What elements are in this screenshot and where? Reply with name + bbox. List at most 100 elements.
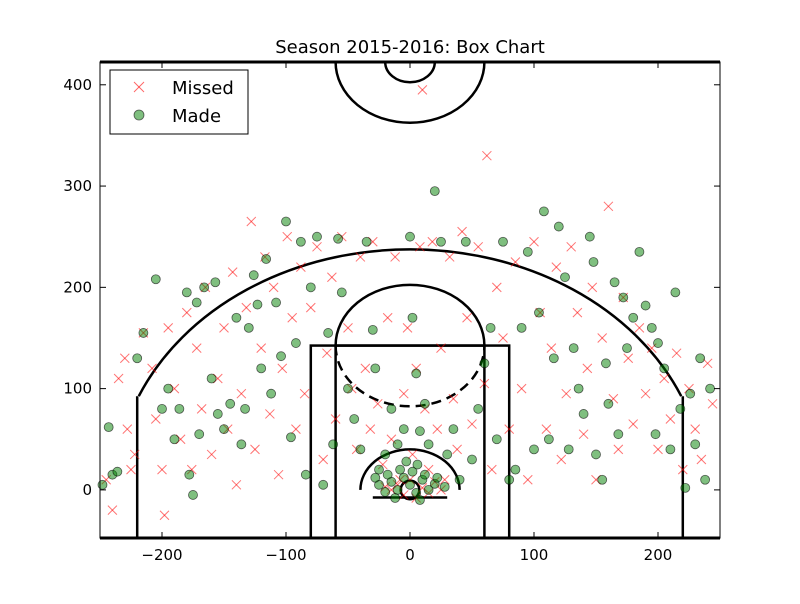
- missed-shot-point: [407, 449, 418, 460]
- missed-shot-point: [330, 414, 341, 424]
- court-free-throw-bottom: [334, 345, 486, 408]
- missed-shot-point: [671, 348, 682, 359]
- missed-shot-point: [241, 302, 252, 313]
- made-shot-point: [628, 312, 639, 323]
- made-shot-point: [157, 403, 167, 414]
- made-shot-point: [601, 358, 611, 369]
- made-shot-point: [479, 358, 490, 369]
- missed-shot-point: [107, 505, 118, 516]
- made-shot-point: [534, 307, 544, 318]
- made-shot-point: [252, 299, 263, 310]
- made-shot-point: [634, 246, 645, 257]
- missed-shot-point: [296, 262, 306, 272]
- made-shot-point: [343, 383, 353, 394]
- made-shot-point: [560, 272, 570, 283]
- made-shot-point: [563, 444, 574, 455]
- legend-box: [109, 69, 249, 135]
- missed-shot-point: [640, 388, 651, 399]
- made-shot-point: [436, 236, 446, 247]
- made-shot-point: [407, 466, 418, 477]
- made-shot-point: [553, 221, 564, 232]
- made-shot-point: [276, 351, 286, 362]
- axes: −200 −100 0 100 200 0 100 200 300 400: [63, 61, 721, 564]
- missed-shot-point: [556, 454, 567, 465]
- made-shot-point: [454, 474, 465, 485]
- made-shot-point: [485, 322, 496, 333]
- missed-shot-point: [365, 424, 376, 434]
- made-shot-point: [271, 297, 281, 308]
- made-shot-point: [690, 439, 701, 450]
- made-shot-point: [597, 474, 608, 485]
- made-shot-point: [336, 287, 347, 298]
- missed-shot-point: [398, 388, 409, 399]
- missed-shot-point: [551, 262, 562, 272]
- missed-shot-point: [427, 236, 438, 247]
- missed-shot-point: [623, 353, 634, 364]
- made-shot-point: [295, 236, 306, 247]
- missed-shot-point: [417, 84, 428, 95]
- legend-missed-marker: [133, 81, 145, 93]
- made-shot-point: [163, 383, 174, 394]
- made-shot-point: [248, 270, 259, 281]
- missed-shot-point: [150, 414, 161, 424]
- made-shot-point: [97, 479, 108, 490]
- made-shot-point: [300, 469, 311, 480]
- made-shot-point: [236, 439, 247, 450]
- y-tick-label: 100: [63, 380, 92, 398]
- made-shot-point: [460, 236, 471, 247]
- missed-shot-point: [415, 241, 425, 252]
- made-shot-point: [653, 338, 663, 348]
- missed-shot-point: [246, 216, 257, 227]
- x-tick-label: 200: [644, 546, 673, 564]
- missed-shot-point: [707, 398, 718, 409]
- made-shot-point: [398, 424, 409, 435]
- made-shot-point: [392, 484, 403, 495]
- court-center-inner: [383, 61, 437, 84]
- made-shot-point: [261, 254, 272, 264]
- made-shot-point: [618, 292, 629, 303]
- made-shot-point: [132, 353, 143, 364]
- made-shot-point: [429, 186, 440, 197]
- made-shot-point: [419, 398, 430, 409]
- legend-made-label: Made: [172, 106, 221, 127]
- made-shot-point: [670, 287, 681, 298]
- missed-shot-point: [126, 464, 136, 475]
- missed-shot-point: [628, 419, 639, 429]
- made-shot-point: [318, 479, 329, 490]
- missed-shot-point: [250, 444, 260, 455]
- missed-shot-point: [473, 241, 484, 252]
- made-shot-point: [522, 246, 533, 257]
- missed-shot-point: [561, 388, 572, 399]
- made-shot-point: [432, 472, 443, 483]
- missed-shot-point: [382, 312, 393, 323]
- missed-shot-point: [491, 282, 502, 293]
- made-shot-point: [243, 322, 254, 333]
- made-shot-point: [407, 312, 418, 323]
- missed-shot-point: [452, 444, 462, 455]
- made-shot-point: [392, 439, 403, 450]
- made-points: [97, 186, 715, 505]
- made-shot-point: [367, 324, 378, 335]
- legend: Missed Made: [109, 69, 249, 135]
- missed-shot-point: [498, 333, 508, 343]
- missed-shot-point: [448, 393, 459, 404]
- missed-shot-point: [206, 449, 217, 460]
- made-shot-point: [659, 363, 670, 374]
- missed-shot-point: [457, 226, 467, 237]
- made-shot-point: [680, 482, 691, 493]
- missed-shot-point: [572, 307, 583, 318]
- made-shot-point: [665, 444, 676, 455]
- made-shot-point: [419, 469, 430, 480]
- missed-shot-point: [432, 424, 443, 434]
- made-shot-point: [650, 429, 661, 440]
- missed-shot-point: [504, 424, 515, 434]
- y-tick-label: 200: [63, 278, 92, 296]
- made-shot-point: [588, 257, 599, 267]
- made-shot-point: [103, 422, 114, 433]
- made-shot-point: [374, 464, 384, 475]
- made-shot-point: [591, 449, 601, 460]
- missed-shot-point: [196, 404, 207, 414]
- court-restricted-area: [359, 448, 461, 490]
- made-shot-point: [405, 231, 415, 242]
